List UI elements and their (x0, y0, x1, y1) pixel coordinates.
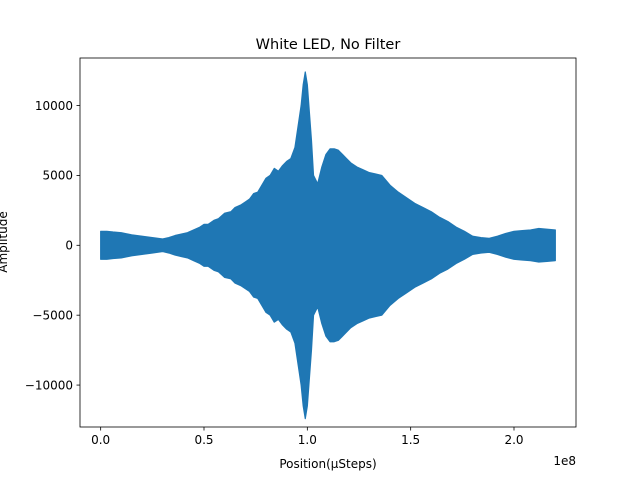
y-tick-label: 0 (65, 239, 73, 253)
x-tick-label: 2.0 (504, 433, 523, 447)
axes-frame (79, 57, 577, 428)
x-tick-label: 0.5 (194, 433, 213, 447)
y-tick-label: 5000 (42, 169, 73, 183)
y-tick-label: 10000 (35, 99, 73, 113)
plot-area (100, 71, 556, 420)
y-axis: −10000 −5000 0 5000 10000 (25, 99, 80, 392)
y-tick-label: −10000 (25, 378, 73, 392)
y-tick-label: −5000 (32, 308, 73, 322)
x-tick-label: 0.0 (91, 433, 110, 447)
y-axis-label: Amplitude (0, 211, 10, 273)
x-axis-label: Position(µSteps) (279, 457, 376, 471)
signal-envelope (100, 71, 556, 420)
x-tick-label: 1.5 (401, 433, 420, 447)
x-axis-offset-label: 1e8 (553, 454, 576, 468)
chart-title: White LED, No Filter (256, 37, 401, 53)
x-axis: 0.0 0.5 1.0 1.5 2.0 (91, 427, 524, 447)
x-tick-label: 1.0 (298, 433, 317, 447)
